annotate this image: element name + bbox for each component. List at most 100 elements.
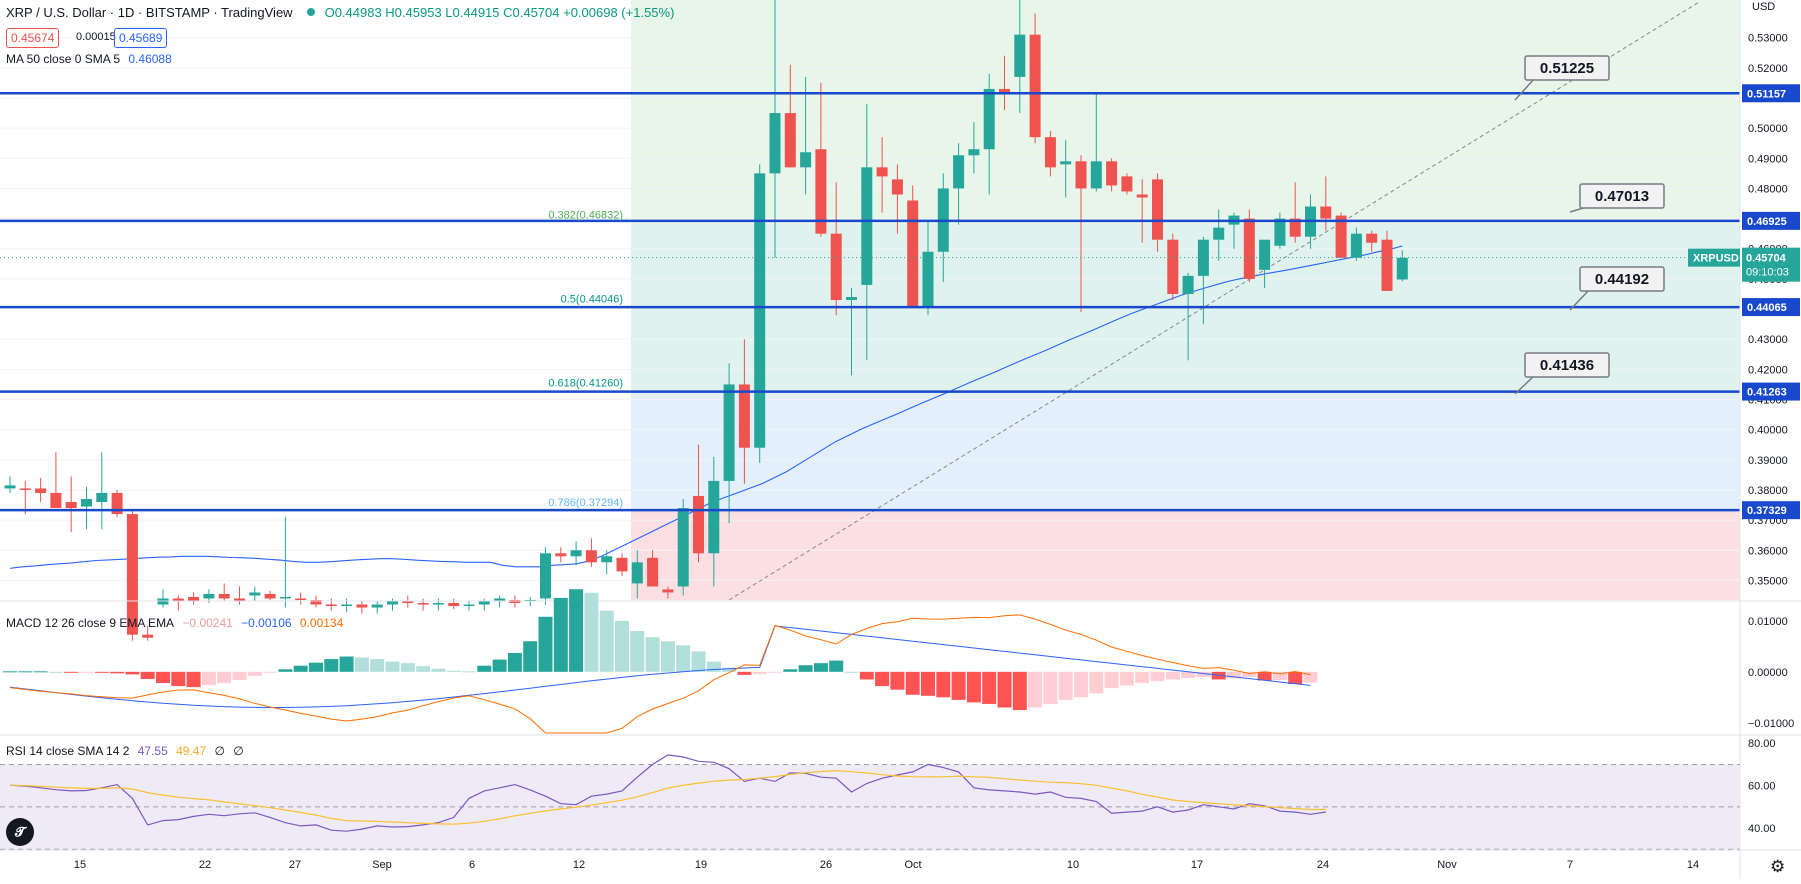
candle-body [708, 480, 720, 554]
macd-hist-bar [1074, 671, 1088, 698]
time-label-8: Oct [904, 859, 921, 871]
candle-body [1381, 239, 1393, 291]
candle-body [555, 553, 567, 557]
macd-hist-bar [660, 641, 675, 672]
macd-hist-bar [370, 659, 385, 672]
callout-pointer [1569, 288, 1591, 311]
candle-62 [953, 143, 965, 225]
candle-body [570, 550, 582, 557]
candle-12 [188, 592, 200, 605]
macd-hist-bar [201, 671, 216, 686]
macd-hist-bar [1165, 671, 1180, 680]
macd-hist-bar [94, 671, 109, 673]
candle-body [738, 384, 750, 448]
callout-text: 0.44192 [1595, 271, 1649, 288]
candle-82 [1259, 239, 1271, 288]
macd-hist-bar [722, 667, 737, 672]
price-tick-1: 0.52000 [1748, 63, 1788, 75]
candle-body [417, 603, 429, 605]
level-price-tag-2: 0.44065 [1742, 298, 1800, 317]
bid-price-box[interactable]: 0.45674 [6, 28, 60, 48]
rsi-tick-1: 60.00 [1748, 781, 1776, 793]
time-label-14: 14 [1687, 859, 1699, 871]
currency-label[interactable]: USD [1752, 1, 1776, 13]
candle-5 [81, 486, 92, 530]
candle-58 [891, 164, 903, 234]
candle-2 [35, 477, 47, 503]
candle-body [1090, 161, 1102, 189]
live-dot-icon [306, 8, 315, 16]
ma-value: 0.46088 [128, 52, 172, 66]
candle-body [891, 179, 903, 195]
candle-body [1274, 218, 1286, 246]
time-label-6: 19 [695, 859, 707, 871]
candle-23 [356, 601, 368, 614]
current-price-text: 0.45704 [1746, 253, 1787, 265]
macd-hist-bar [1257, 671, 1272, 681]
macd-hist-bar [33, 671, 48, 673]
candle-40 [616, 553, 628, 576]
ohlc-readout: O0.44983 H0.45953 L0.44915 C0.45704 +0.0… [324, 4, 675, 20]
macd-value-signal: 0.00134 [299, 616, 344, 630]
candle-body [585, 550, 597, 563]
candle-body [1396, 257, 1408, 280]
price-tick-4: 0.49000 [1748, 153, 1788, 165]
callout-pointer [1514, 374, 1536, 395]
price-tick-13: 0.39000 [1748, 455, 1788, 467]
candle-67 [1029, 13, 1041, 144]
macd-hist-bar [676, 645, 691, 672]
macd-hist-bar [462, 671, 476, 673]
candle-41 [631, 550, 643, 599]
level-tag-text: 0.46925 [1747, 216, 1787, 228]
tradingview-logo-icon[interactable]: 𝓣 [6, 818, 34, 846]
ma-legend[interactable]: MA 50 close 0 SMA 5 0.46088 [6, 52, 177, 66]
macd-hist-bar [1288, 671, 1303, 685]
price-tick-16: 0.36000 [1748, 545, 1788, 557]
candle-48 [738, 339, 750, 484]
candle-body [922, 251, 934, 307]
level-tag-bg [1742, 84, 1800, 103]
settings-gear-icon[interactable]: ⚙ [1770, 857, 1786, 876]
candle-body [784, 113, 796, 168]
rsi-legend[interactable]: RSI 14 close SMA 14 2 47.55 49.47 ∅ ∅ [6, 744, 249, 758]
candle-49 [754, 164, 766, 463]
time-label-3: Sep [372, 859, 392, 871]
candle-body [1106, 161, 1118, 186]
macd-hist-bar [293, 665, 308, 672]
macd-hist-bar [1012, 671, 1027, 711]
candle-body [494, 598, 506, 602]
macd-hist-bar [507, 652, 522, 672]
level-tag-bg [1742, 211, 1800, 230]
candle-body [325, 604, 337, 607]
candle-55 [846, 287, 857, 376]
fib-zone-2 [631, 391, 1740, 512]
symbol-title[interactable]: XRP / U.S. Dollar · 1D · BITSTAMP · Trad… [6, 4, 293, 20]
candle-body [448, 603, 460, 607]
candle-body [1259, 239, 1271, 270]
macd-tick-2: −0.01000 [1748, 718, 1794, 730]
candle-body [953, 155, 965, 189]
candle-body [264, 593, 276, 599]
macd-hist-bar [324, 659, 339, 672]
callout-text: 0.47013 [1595, 188, 1649, 205]
candle-body [983, 88, 995, 150]
macd-hist-bar [538, 616, 553, 672]
macd-hist-bar [1043, 671, 1058, 704]
macd-hist-bar [921, 671, 935, 696]
price-tick-10: 0.42000 [1748, 364, 1788, 376]
level-price-tag-4: 0.37329 [1742, 501, 1800, 520]
macd-hist-bar [523, 641, 538, 672]
macd-hist-bar [431, 668, 446, 672]
candle-body [1075, 161, 1087, 189]
price-tick-0: 0.53000 [1748, 33, 1788, 45]
macd-tick-0: 0.01000 [1748, 616, 1788, 628]
macd-legend[interactable]: MACD 12 26 close 9 EMA EMA −0.00241 −0.0… [6, 616, 348, 630]
macd-hist-bar [309, 662, 323, 672]
ask-price-box[interactable]: 0.45689 [114, 28, 168, 48]
candle-30 [463, 601, 475, 611]
time-label-7: 26 [820, 859, 832, 871]
macd-hist-bar [1135, 671, 1150, 684]
candle-74 [1136, 179, 1148, 243]
candle-43 [662, 586, 674, 599]
